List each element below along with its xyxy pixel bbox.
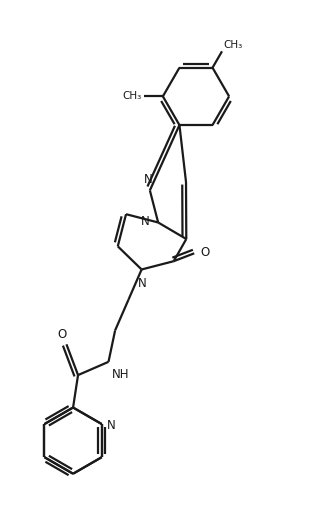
Text: N: N — [144, 173, 153, 185]
Text: O: O — [200, 246, 209, 259]
Text: CH₃: CH₃ — [122, 91, 141, 101]
Text: CH₃: CH₃ — [224, 40, 243, 50]
Text: NH: NH — [112, 367, 129, 380]
Text: N: N — [140, 215, 149, 228]
Text: N: N — [138, 277, 147, 290]
Text: O: O — [57, 327, 66, 340]
Text: N: N — [106, 418, 115, 431]
